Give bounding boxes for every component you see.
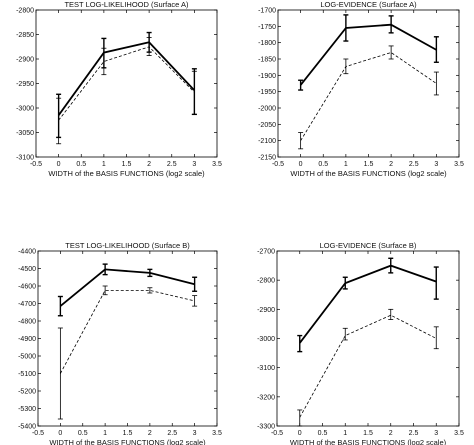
- x-tick-label: 3.5: [212, 430, 222, 437]
- x-tick-label: 1: [103, 430, 107, 437]
- x-tick-label: 1.5: [364, 161, 374, 168]
- y-tick-label: -3050: [16, 130, 34, 137]
- y-tick-label: -5200: [18, 389, 36, 396]
- series-line-solid: [299, 264, 437, 344]
- y-tick-label: -1750: [258, 24, 276, 31]
- chart-title: TEST LOG-LIKELIHOOD (Surface A): [64, 0, 189, 9]
- chart-panel: TEST LOG-LIKELIHOOD (Surface B) -0.5 0 0.5 1…: [18, 241, 222, 445]
- y-tick-label: -4500: [18, 266, 36, 273]
- chart-title: LOG-EVIDENCE (Surface B): [320, 241, 417, 250]
- y-tick-label: -1800: [258, 40, 276, 47]
- x-tick-label: 0: [58, 430, 62, 437]
- x-tick-label: 2: [389, 161, 393, 168]
- x-tick-label: 0: [57, 161, 61, 168]
- x-axis-label: WIDTH of the BASIS FUNCTIONS (log2 scale…: [290, 438, 447, 445]
- plot-frame: [35, 9, 218, 158]
- y-tick-label: -2000: [258, 106, 276, 113]
- series-line-dashed: [58, 46, 195, 121]
- x-tick-label: 0.5: [318, 430, 328, 437]
- y-tick-label: -2900: [16, 57, 34, 64]
- x-tick-label: 3: [193, 430, 197, 437]
- x-tick-label: 3: [434, 430, 438, 437]
- series-line-solid: [299, 23, 437, 86]
- x-tick-label: 1: [102, 161, 106, 168]
- series-line-dashed: [60, 289, 195, 374]
- chart-panel: TEST LOG-LIKELIHOOD (Surface A) -0.5 0 0.5 1…: [16, 0, 222, 178]
- y-tick-label: -4600: [18, 284, 36, 291]
- series-line-dashed: [300, 52, 437, 141]
- y-tick-label: -5000: [18, 354, 36, 361]
- y-tick-label: -3000: [16, 106, 34, 113]
- x-tick-label: 3.5: [454, 430, 464, 437]
- y-tick-label: -1950: [258, 89, 276, 96]
- y-tick-label: -2850: [16, 32, 34, 39]
- plot-frame: [277, 9, 460, 158]
- y-tick-label: -3100: [257, 365, 275, 372]
- x-axis-label: WIDTH of the BASIS FUNCTIONS (log2 scale…: [48, 169, 205, 178]
- y-tick-label: -5300: [18, 406, 36, 413]
- y-tick-label: -1900: [258, 73, 276, 80]
- x-tick-label: 2: [148, 430, 152, 437]
- x-tick-label: -0.5: [30, 161, 42, 168]
- x-tick-label: 0: [298, 430, 302, 437]
- x-tick-label: 1.5: [123, 430, 133, 437]
- y-tick-label: -3300: [257, 424, 275, 431]
- x-tick-label: 3: [434, 161, 438, 168]
- x-tick-label: 2.5: [409, 161, 419, 168]
- y-tick-label: -3100: [16, 155, 34, 162]
- plot-frame: [276, 250, 460, 427]
- y-tick-label: -2700: [257, 249, 275, 256]
- y-tick-label: -2050: [258, 122, 276, 129]
- x-tick-label: 1.5: [122, 161, 132, 168]
- y-tick-label: -3000: [257, 336, 275, 343]
- x-tick-label: 1.5: [363, 430, 373, 437]
- y-tick-label: -2800: [257, 278, 275, 285]
- x-tick-label: 0.5: [76, 161, 86, 168]
- chart-title: LOG-EVIDENCE (Surface A): [320, 0, 417, 9]
- chart-panel: LOG-EVIDENCE (Surface A) -0.5 0 0.5 1 1.5 2 2.5…: [258, 0, 464, 178]
- y-tick-label: -2800: [16, 8, 34, 15]
- y-tick-label: -1700: [258, 8, 276, 15]
- x-tick-label: -0.5: [272, 161, 284, 168]
- y-tick-label: -4700: [18, 301, 36, 308]
- y-tick-label: -5100: [18, 371, 36, 378]
- y-tick-label: -4800: [18, 319, 36, 326]
- x-tick-label: 1: [344, 161, 348, 168]
- y-tick-label: -5400: [18, 424, 36, 431]
- x-axis-label: WIDTH of the BASIS FUNCTIONS (log2 scale…: [49, 438, 206, 445]
- chart-title: TEST LOG-LIKELIHOOD (Surface B): [65, 241, 190, 250]
- x-tick-label: -0.5: [271, 430, 283, 437]
- x-tick-label: 2.5: [167, 161, 177, 168]
- x-tick-label: 2: [389, 430, 393, 437]
- x-tick-label: 0.5: [318, 161, 328, 168]
- y-tick-label: -1850: [258, 57, 276, 64]
- plot-frame: [37, 250, 218, 427]
- x-tick-label: -0.5: [32, 430, 44, 437]
- x-axis-label: WIDTH of the BASIS FUNCTIONS (log2 scale…: [290, 169, 447, 178]
- y-tick-label: -4900: [18, 336, 36, 343]
- x-tick-label: 0: [299, 161, 303, 168]
- x-tick-label: 3.5: [454, 161, 464, 168]
- chart-panel: LOG-EVIDENCE (Surface B) -0.5 0 0.5 1 1.5 2 2.5…: [257, 241, 464, 445]
- series-line-dashed: [299, 314, 437, 418]
- x-tick-label: 3.5: [212, 161, 222, 168]
- y-tick-label: -2150: [258, 155, 276, 162]
- y-tick-label: -2100: [258, 138, 276, 145]
- x-tick-label: 2: [147, 161, 151, 168]
- x-tick-label: 1: [343, 430, 347, 437]
- x-tick-label: 2.5: [167, 430, 177, 437]
- y-tick-label: -2950: [16, 81, 34, 88]
- series-line-solid: [59, 268, 195, 307]
- x-tick-label: 2.5: [409, 430, 419, 437]
- y-tick-label: -3200: [257, 394, 275, 401]
- series-line-solid: [57, 41, 196, 116]
- y-tick-label: -2900: [257, 307, 275, 314]
- x-tick-label: 3: [192, 161, 196, 168]
- x-tick-label: 0.5: [78, 430, 88, 437]
- y-tick-label: -4400: [18, 249, 36, 256]
